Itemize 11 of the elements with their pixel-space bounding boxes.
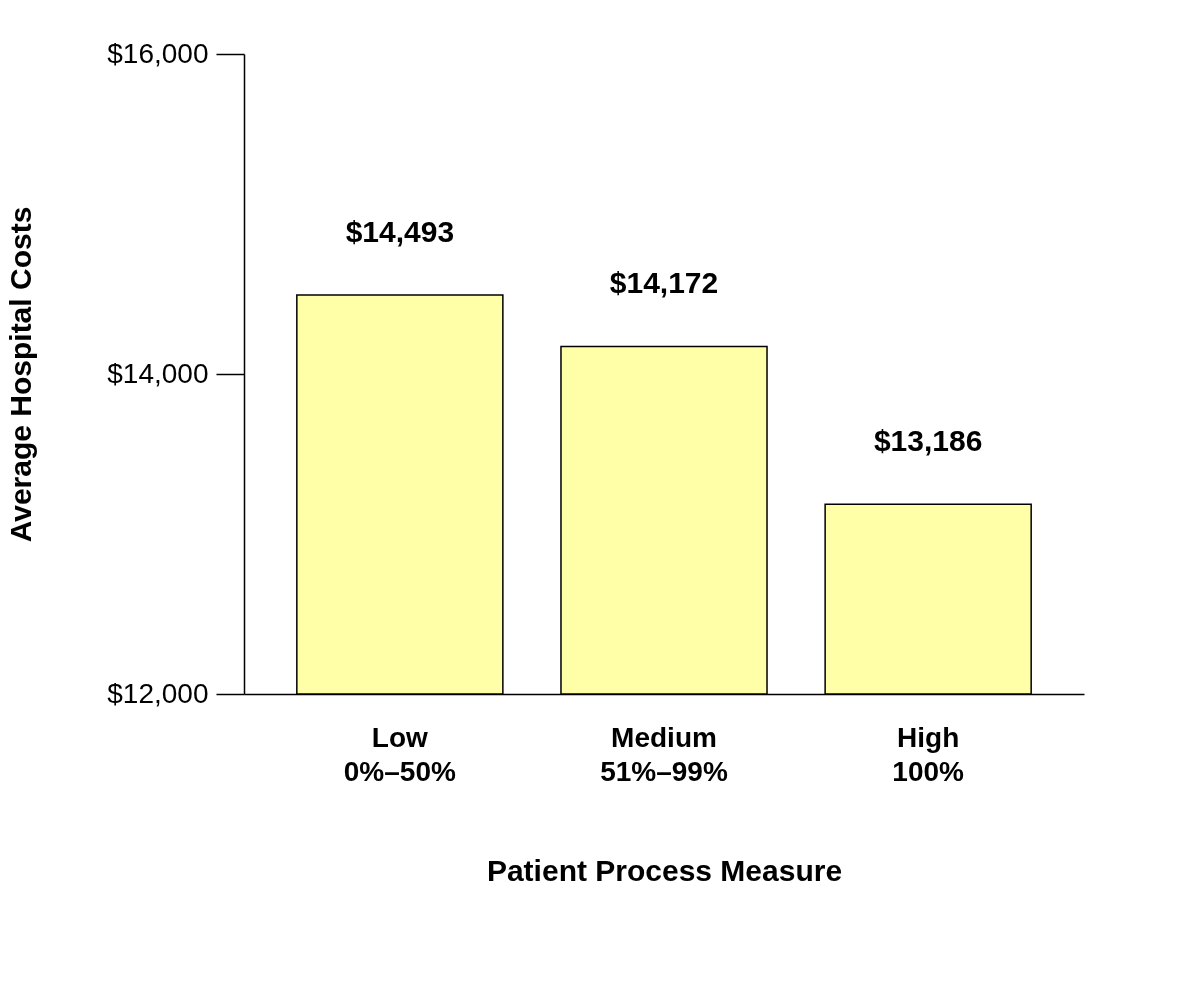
data-label: $13,186 xyxy=(873,424,983,458)
y-tick-label: $12,000 xyxy=(107,677,209,709)
y-tick-label: $14,000 xyxy=(107,357,209,389)
x-tick-label: Low 0%–50% xyxy=(343,721,456,787)
y-tick-label: $16,000 xyxy=(107,37,209,69)
x-tick-label: Medium 51%–99% xyxy=(600,721,728,787)
y-axis-title: Average Hospital Costs xyxy=(4,206,38,543)
data-label: $14,493 xyxy=(345,215,455,249)
x-tick-label: High 100% xyxy=(892,721,965,787)
data-label: $14,172 xyxy=(609,266,719,300)
x-axis-title: Patient Process Measure xyxy=(486,853,843,887)
